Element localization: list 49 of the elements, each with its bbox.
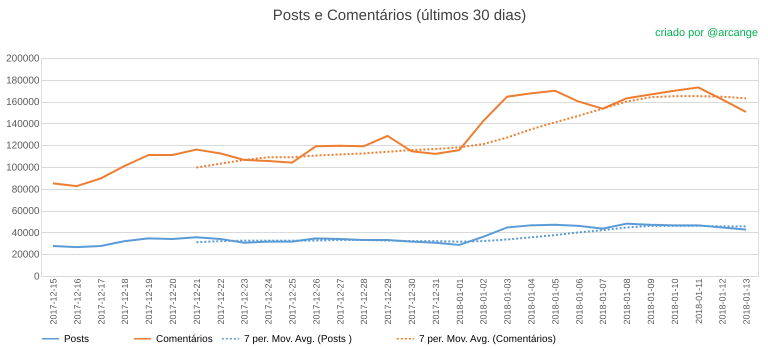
chart-title: Posts e Comentários (últimos 30 dias) (272, 7, 526, 24)
y-tick-label: 0 (34, 272, 40, 282)
x-tick-label: 2017-12-30 (406, 278, 417, 325)
x-tick-label: 2017-12-23 (240, 278, 250, 325)
line-series (52, 86, 748, 188)
y-tick-label: 60000 (12, 206, 40, 218)
x-tick-label: 2017-12-25 (287, 278, 298, 325)
x-tick-label: 2017-12-22 (216, 278, 226, 325)
x-tick-label: 2018-01-03 (502, 278, 513, 325)
y-tick-label: 160000 (6, 97, 40, 108)
x-tick-label: 2018-01-07 (598, 278, 608, 325)
x-tick-label: 2018-01-02 (478, 278, 489, 325)
x-tick-label: 2018-01-09 (646, 278, 656, 325)
y-tick-label: 40000 (12, 228, 40, 239)
y-tick-label: 80000 (12, 184, 40, 196)
legend-label: Comentários (156, 334, 213, 345)
x-tick-label: 2018-01-06 (574, 278, 584, 325)
x-tick-label: 2017-12-20 (168, 278, 178, 325)
x-tick-label: 2017-12-26 (311, 278, 322, 325)
x-tick-label: 2018-01-11 (694, 278, 704, 324)
legend-label: 7 per. Mov. Avg. (Posts ) (244, 334, 352, 345)
x-tick-label: 2017-12-28 (359, 278, 370, 325)
y-tick-label: 20000 (12, 250, 40, 261)
y-tick-label: 180000 (6, 75, 40, 86)
x-tick-label: 2017-12-24 (264, 278, 274, 325)
x-tick-label: 2018-01-10 (670, 278, 680, 325)
legend-label: 7 per. Mov. Avg. (Comentários) (419, 334, 556, 345)
y-tick-label: 200000 (6, 54, 40, 64)
x-tick-label: 2018-01-12 (718, 278, 728, 325)
x-tick-label: 2018-01-04 (526, 278, 536, 325)
x-tick-label: 2017-12-29 (383, 278, 394, 325)
x-tick-label: 2017-12-18 (120, 278, 130, 325)
y-tick-label: 120000 (6, 140, 40, 152)
x-tick-label: 2018-01-01 (454, 278, 465, 325)
x-tick-label: 2017-12-27 (335, 278, 346, 325)
x-tick-label: 2017-12-15 (48, 278, 58, 325)
text: criado por @arcange (655, 27, 758, 39)
x-tick-label: 2017-12-19 (144, 278, 154, 325)
y-tick-label: 100000 (6, 162, 40, 174)
x-tick-label: 2018-01-05 (550, 278, 560, 325)
legend-label: Posts (64, 334, 90, 345)
x-tick-label: 2018-01-08 (622, 278, 632, 325)
x-tick-label: 2018-01-13 (742, 278, 752, 325)
x-tick-label: 2017-12-31 (430, 278, 441, 325)
x-tick-label: 2017-12-21 (192, 278, 202, 325)
line-series (52, 222, 748, 248)
y-tick-label: 140000 (6, 118, 40, 130)
x-tick-label: 2017-12-17 (96, 278, 106, 325)
x-tick-label: 2017-12-16 (72, 278, 82, 325)
